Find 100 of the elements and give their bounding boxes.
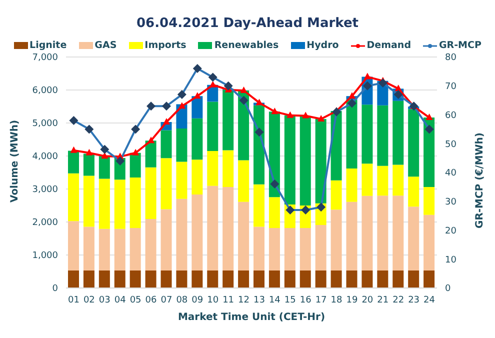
- x-tick-label: 11: [222, 295, 234, 306]
- bar: [145, 219, 156, 271]
- bar: [424, 187, 435, 215]
- bar: [408, 270, 420, 288]
- bar: [408, 109, 420, 177]
- bar: [424, 214, 435, 271]
- bar: [346, 168, 358, 202]
- bar: [192, 270, 203, 288]
- bar: [98, 270, 110, 288]
- bar: [114, 270, 126, 288]
- y2-tick-label: 0: [445, 284, 451, 294]
- bar: [377, 166, 388, 196]
- bar: [392, 100, 404, 165]
- x-tick-label: 22: [392, 295, 404, 306]
- point: [302, 112, 310, 118]
- x-tick-label: 23: [408, 295, 420, 306]
- bar: [192, 118, 203, 160]
- bar: [176, 198, 188, 271]
- bar: [192, 96, 203, 118]
- y2-tick-label: 40: [445, 168, 457, 179]
- bar: [377, 196, 388, 271]
- bar: [300, 116, 311, 206]
- bar: [114, 228, 126, 271]
- x-tick-label: 14: [268, 295, 281, 306]
- bar: [176, 270, 188, 288]
- x-tick-label: 16: [300, 295, 312, 306]
- bar: [424, 270, 435, 288]
- bar: [130, 270, 141, 288]
- bar: [377, 270, 388, 288]
- point: [70, 146, 78, 153]
- x-tick-label: 12: [238, 295, 250, 306]
- bar: [284, 270, 296, 288]
- x-tick-label: 19: [346, 295, 358, 306]
- bar: [176, 162, 188, 199]
- x-tick-label: 21: [377, 295, 389, 306]
- y2-tick-label: 20: [445, 226, 457, 236]
- bar: [176, 128, 188, 162]
- bar: [268, 228, 280, 271]
- bar: [408, 176, 420, 207]
- point: [162, 118, 170, 125]
- x-tick-label: 05: [130, 295, 142, 306]
- bar: [377, 105, 388, 166]
- x-tick-label: 20: [362, 295, 374, 306]
- bar: [346, 202, 358, 271]
- x-axis-title: Market Time Unit (CET-Hr): [178, 312, 326, 323]
- legend-label: Renewables: [214, 40, 279, 51]
- bar: [68, 150, 79, 174]
- y-tick-label: 6,000: [32, 86, 58, 96]
- legend-label: Lignite: [30, 40, 67, 51]
- bar: [68, 221, 79, 271]
- bar: [330, 180, 342, 210]
- point: [194, 92, 201, 99]
- bar: [300, 270, 311, 288]
- bar: [145, 167, 156, 220]
- bar: [207, 151, 218, 186]
- bar: [145, 140, 156, 168]
- point: [256, 98, 263, 106]
- bar: [315, 224, 326, 271]
- bar: [114, 180, 126, 229]
- bar: [192, 160, 203, 194]
- x-tick-label: 01: [68, 295, 80, 306]
- y2-axis-title: GR-MCP (€/MWh): [474, 132, 486, 229]
- bar: [284, 115, 296, 205]
- y-tick-label: 7,000: [32, 53, 58, 64]
- bar: [408, 206, 420, 271]
- y-tick-label: 3,000: [32, 185, 58, 196]
- legend-label: GAS: [94, 40, 117, 51]
- point: [394, 84, 402, 92]
- point: [240, 86, 248, 93]
- legend-label: Hydro: [306, 40, 339, 51]
- bar: [222, 187, 234, 271]
- legend-label: GR-MCP: [439, 40, 482, 51]
- bar: [130, 228, 141, 271]
- bar: [207, 270, 218, 288]
- x-tick-label: 02: [83, 295, 95, 306]
- bar: [83, 270, 94, 288]
- bar: [238, 160, 250, 202]
- point: [101, 152, 108, 159]
- x-tick-label: 17: [315, 295, 327, 306]
- bar: [238, 202, 250, 271]
- bar: [330, 210, 342, 271]
- bar: [254, 184, 264, 227]
- bar: [315, 270, 326, 288]
- bar: [268, 197, 280, 228]
- chart-title: 06.04.2021 Day-Ahead Market: [136, 16, 360, 31]
- bar: [98, 228, 110, 271]
- bar: [346, 270, 358, 288]
- bar: [68, 270, 79, 288]
- x-tick-label: 06: [145, 295, 158, 306]
- x-tick-label: 08: [176, 295, 188, 306]
- x-tick-label: 07: [160, 295, 172, 306]
- bar: [268, 270, 280, 288]
- x-tick-label: 18: [330, 295, 343, 306]
- point: [178, 102, 186, 109]
- bar: [160, 158, 172, 210]
- bar: [284, 228, 296, 271]
- point: [286, 111, 294, 118]
- bar: [362, 270, 373, 288]
- x-tick-label: 13: [254, 295, 265, 306]
- point: [132, 148, 140, 156]
